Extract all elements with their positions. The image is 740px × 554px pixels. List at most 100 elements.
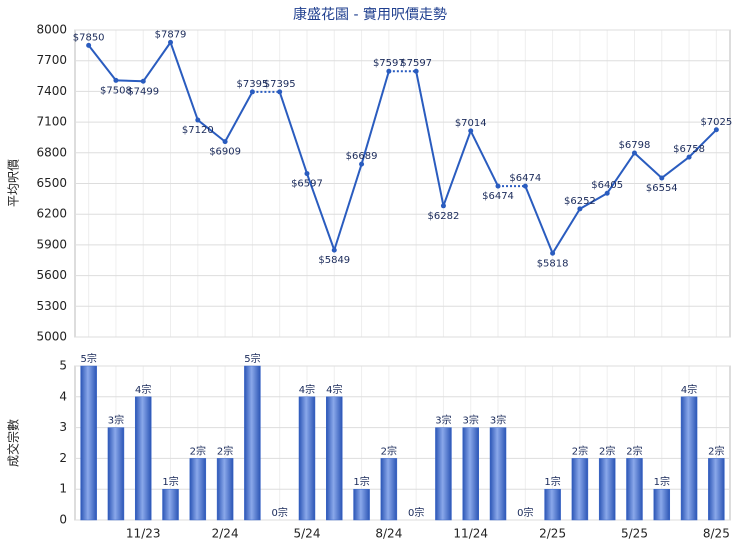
y-tick-label: 6500 xyxy=(36,176,67,190)
line-segment xyxy=(688,129,718,158)
bar xyxy=(298,396,316,521)
bar xyxy=(353,488,370,521)
point xyxy=(577,206,583,212)
bar xyxy=(435,427,452,521)
bar xyxy=(708,458,725,521)
data-label: 3宗 xyxy=(490,414,506,427)
y-axis-label: 成交宗數 xyxy=(6,419,21,467)
y-tick-label: 3 xyxy=(59,420,67,434)
data-label: 2宗 xyxy=(217,444,233,457)
data-label: $6405 xyxy=(591,180,623,191)
data-label: $5849 xyxy=(318,255,350,266)
point xyxy=(386,68,392,74)
point xyxy=(550,250,556,256)
y-tick-label: 0 xyxy=(59,513,67,527)
bar xyxy=(134,396,152,521)
point xyxy=(468,128,474,134)
data-label: 0宗 xyxy=(272,506,288,519)
data-label: 1宗 xyxy=(544,475,560,488)
line-segment xyxy=(633,152,663,179)
line-segment xyxy=(306,173,336,251)
data-label: $6554 xyxy=(646,183,678,194)
data-label: $6597 xyxy=(291,179,323,190)
point xyxy=(168,39,174,45)
y-tick-label: 7100 xyxy=(36,115,67,129)
bar xyxy=(598,458,616,521)
data-label: $7850 xyxy=(73,32,105,43)
bar xyxy=(653,488,671,521)
data-label: 5宗 xyxy=(80,352,96,365)
line-segment xyxy=(224,91,254,143)
data-label: $6474 xyxy=(482,191,514,202)
bar xyxy=(80,365,97,521)
data-label: 2宗 xyxy=(381,444,397,457)
point xyxy=(331,247,337,253)
point xyxy=(86,42,92,48)
data-label: 4宗 xyxy=(135,383,151,396)
data-label: $7597 xyxy=(373,58,405,69)
point xyxy=(440,203,446,209)
data-label: 4宗 xyxy=(326,383,342,396)
bar xyxy=(571,458,589,521)
data-label: $7395 xyxy=(264,79,296,90)
data-label: 2宗 xyxy=(708,444,724,457)
data-label: 4宗 xyxy=(681,383,697,396)
data-label: $6909 xyxy=(209,147,241,158)
data-label: $7499 xyxy=(127,86,159,97)
line-segment xyxy=(87,44,117,81)
x-tick-label: 8/25 xyxy=(703,527,730,541)
data-label: 1宗 xyxy=(162,475,178,488)
line-segment xyxy=(579,192,608,210)
point xyxy=(304,171,310,177)
y-tick-label: 5900 xyxy=(36,237,67,251)
y-tick-label: 5600 xyxy=(36,268,67,282)
bar xyxy=(326,396,343,521)
data-label: 1宗 xyxy=(654,475,670,488)
point xyxy=(631,150,637,156)
line-segment xyxy=(115,79,144,83)
line-segment xyxy=(197,119,226,143)
point xyxy=(604,190,610,196)
bar xyxy=(680,396,698,521)
bar xyxy=(244,365,261,521)
data-label: $6282 xyxy=(428,211,460,222)
x-tick-label: 11/24 xyxy=(453,527,488,541)
data-label: 2宗 xyxy=(190,444,206,457)
data-label: 3宗 xyxy=(435,414,451,427)
point xyxy=(659,175,665,181)
bar xyxy=(216,458,234,521)
x-tick-label: 5/24 xyxy=(294,527,321,541)
point xyxy=(713,127,719,133)
line-segment xyxy=(606,152,636,194)
y-tick-label: 2 xyxy=(59,451,67,465)
x-tick-label: 11/23 xyxy=(126,527,161,541)
bar xyxy=(489,427,507,521)
y-tick-label: 5 xyxy=(59,359,67,373)
x-tick-label: 2/25 xyxy=(539,527,566,541)
point xyxy=(686,154,692,160)
data-label: 1宗 xyxy=(353,475,369,488)
bar xyxy=(107,427,125,521)
data-label: 2宗 xyxy=(572,444,588,457)
data-label: $7120 xyxy=(182,125,214,136)
data-label: 2宗 xyxy=(599,444,615,457)
chart-title: 康盛花園 - 實用呎價走勢 xyxy=(293,6,447,23)
x-tick-label: 2/24 xyxy=(212,527,239,541)
bar xyxy=(544,488,561,521)
data-label: $6252 xyxy=(564,196,596,207)
data-label: $6758 xyxy=(673,144,705,155)
y-tick-label: 6800 xyxy=(36,145,67,159)
y-tick-label: 7400 xyxy=(36,84,67,98)
data-label: $6798 xyxy=(619,140,651,151)
line-segment xyxy=(524,185,554,254)
data-label: 0宗 xyxy=(517,506,533,519)
data-label: 4宗 xyxy=(299,383,315,396)
point xyxy=(222,139,228,145)
line-segment xyxy=(415,71,445,207)
data-label: 2宗 xyxy=(626,444,642,457)
y-tick-label: 8000 xyxy=(36,23,67,37)
line-segment xyxy=(551,208,581,254)
data-label: $7508 xyxy=(100,85,132,96)
y-tick-label: 1 xyxy=(59,482,67,496)
